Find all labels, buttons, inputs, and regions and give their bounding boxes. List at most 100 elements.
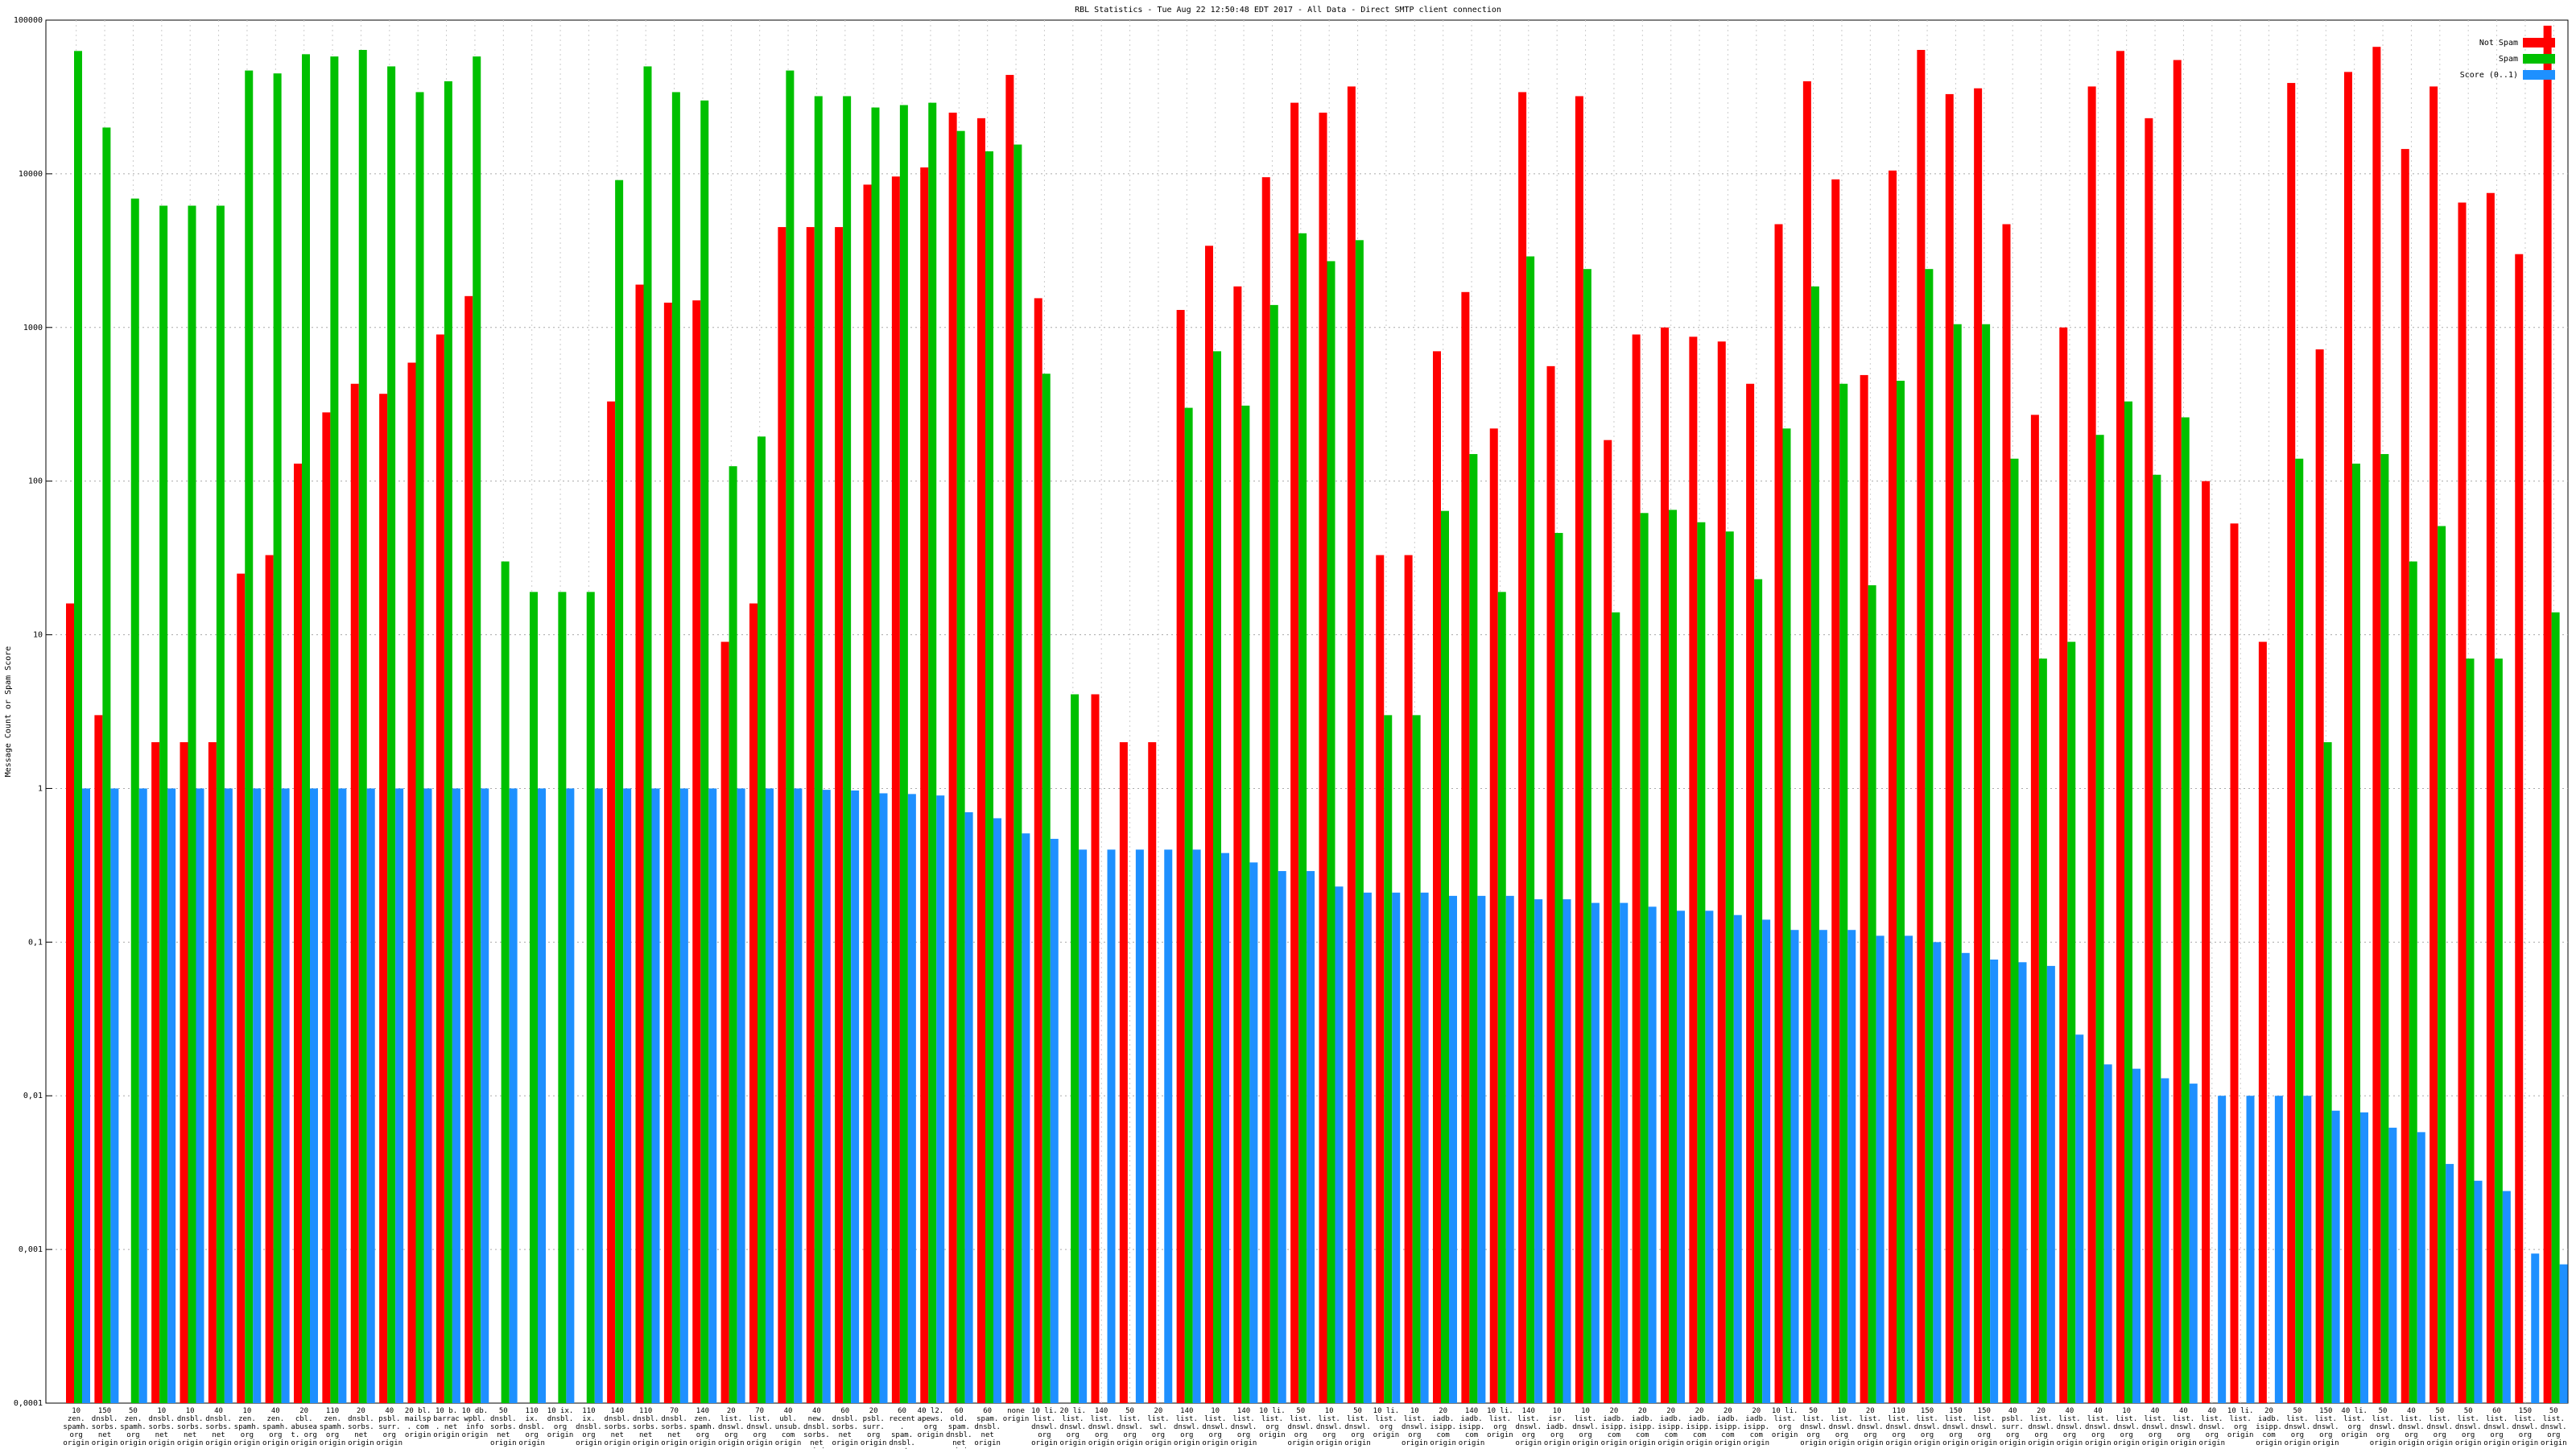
bar — [2360, 1112, 2368, 1403]
x-tick-label: 40 psbl. surr. org origin — [376, 1407, 403, 1447]
bar — [294, 463, 302, 1403]
bar — [2417, 1132, 2425, 1403]
bar — [1591, 902, 1600, 1403]
bar — [2002, 224, 2011, 1404]
bar — [1469, 454, 1478, 1404]
bar — [2161, 1078, 2169, 1403]
x-tick-label: 10 db. wpbl. info origin — [461, 1407, 489, 1439]
bar — [1347, 86, 1356, 1403]
bar — [1790, 930, 1799, 1403]
bar — [948, 112, 957, 1404]
x-tick-label: 10 list. dnswl. org origin — [1572, 1407, 1599, 1447]
bar — [2059, 327, 2068, 1403]
bar — [2189, 1084, 2198, 1403]
bar — [216, 205, 225, 1403]
bar — [720, 642, 729, 1403]
bar — [891, 176, 900, 1404]
bar — [786, 70, 795, 1403]
x-tick-label: 10 list. dnswl. org origin — [1402, 1407, 1428, 1447]
legend-label: Not Spam — [2479, 39, 2518, 47]
x-tick-label: 50 list. dnswl. org origin — [2426, 1407, 2454, 1447]
x-tick-label: 60 dnsbl. sorbs. net origin — [832, 1407, 859, 1447]
bar — [167, 788, 176, 1403]
x-tick-label: 50 list. dnswl. org origin — [2284, 1407, 2311, 1447]
x-tick-label: 140 list. dnswl. org origin — [1174, 1407, 1200, 1447]
bar — [1689, 336, 1698, 1403]
bar — [1433, 351, 1441, 1404]
bar — [2502, 1191, 2511, 1403]
bar — [74, 51, 82, 1403]
bar — [2438, 526, 2446, 1403]
bar — [1648, 906, 1657, 1403]
x-tick-label: 50 dnsbl. sorbs. net origin — [490, 1407, 517, 1447]
bar — [501, 561, 510, 1403]
bar — [1818, 930, 1827, 1403]
bar — [1363, 892, 1372, 1403]
bar — [1860, 374, 1868, 1403]
bar — [2429, 86, 2438, 1403]
x-tick-label: 10 dnsbl. sorbs. net origin — [176, 1407, 204, 1447]
bar — [395, 788, 404, 1403]
x-tick-label: 50 list. dnswl. org origin — [1800, 1407, 1827, 1447]
bar — [766, 788, 774, 1403]
x-tick-label: 60 spam. dnsbl. net origin — [974, 1407, 1001, 1447]
x-tick-label: 40 l2. apews. org origin — [917, 1407, 944, 1439]
bar — [2046, 965, 2055, 1403]
bar — [737, 788, 745, 1403]
bar — [1441, 510, 1449, 1403]
bar — [899, 105, 908, 1404]
bar — [1005, 75, 1014, 1404]
bar — [66, 603, 74, 1403]
bar — [1889, 170, 1897, 1403]
x-tick-label: 20 iadb. isipp. com origin — [1600, 1407, 1628, 1447]
x-tick-label: 110 list. dnswl. org origin — [1885, 1407, 1912, 1447]
x-tick-label: 40 list. dnswl. org origin — [2141, 1407, 2169, 1447]
x-tick-label: 140 dnsbl. sorbs. net origin — [604, 1407, 631, 1447]
bar — [851, 790, 860, 1403]
x-tick-label: 10 list. dnswl. org origin — [1315, 1407, 1343, 1447]
legend-label: Spam — [2499, 55, 2518, 64]
bar — [586, 592, 595, 1403]
bar — [822, 790, 831, 1403]
x-tick-label: 40 list. dnswl. org origin — [2398, 1407, 2425, 1447]
bar — [871, 107, 880, 1403]
x-tick-label: 10 zen. spamh. org origin — [63, 1407, 89, 1447]
x-tick-label: 10 li. list. org origin — [1373, 1407, 1400, 1439]
x-tick-label: 150 list. dnswl. org origin — [1971, 1407, 1998, 1447]
bar — [635, 284, 644, 1404]
bar — [1184, 407, 1193, 1404]
x-tick-label: 20 iadb. isipp. com origin — [1430, 1407, 1456, 1447]
bar — [1583, 269, 1591, 1403]
bar — [2124, 401, 2132, 1403]
bar — [1847, 930, 1856, 1403]
bar — [1802, 80, 1811, 1404]
bar — [879, 793, 888, 1403]
bar — [110, 788, 119, 1403]
bar — [1327, 261, 1335, 1403]
x-tick-label: 20 iadb. isipp. com origin — [1715, 1407, 1741, 1447]
x-tick-label: 140 list. dnswl. org origin — [1088, 1407, 1115, 1447]
legend-label: Score (0..1) — [2460, 71, 2518, 80]
bar — [558, 592, 567, 1403]
bar — [1497, 592, 1506, 1403]
bar — [2075, 1034, 2084, 1403]
x-tick-label: 50 list. dnswl. org origin — [1287, 1407, 1315, 1447]
bar — [1213, 351, 1221, 1404]
bar — [1119, 741, 1128, 1403]
bar — [1925, 269, 1934, 1403]
bar — [2344, 72, 2352, 1404]
bar — [1746, 383, 1755, 1403]
bar — [1505, 895, 1514, 1403]
x-tick-label: 10 list. dnswl. org origin — [1828, 1407, 1856, 1447]
bar — [1575, 96, 1583, 1403]
x-tick-label: 10 zen. spamh. org origin — [233, 1407, 261, 1447]
bar — [1412, 715, 1421, 1403]
x-tick-label: 40 dnsbl. sorbs. net origin — [205, 1407, 232, 1447]
x-tick-label: 110 ix. dnsbl. org origin — [518, 1407, 545, 1447]
bar — [2543, 25, 2552, 1404]
x-tick-label: 140 zen. spamh. org origin — [689, 1407, 716, 1447]
bar — [708, 788, 717, 1403]
x-tick-label: 110 ix. dnsbl. org origin — [576, 1407, 602, 1447]
bar — [1290, 102, 1299, 1404]
